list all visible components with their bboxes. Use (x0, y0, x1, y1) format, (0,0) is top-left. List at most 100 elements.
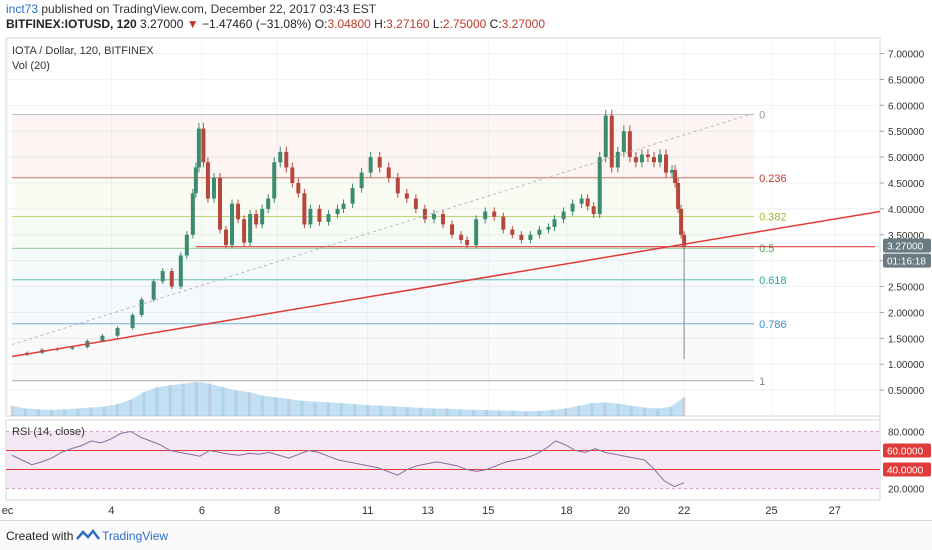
candle-body (302, 193, 307, 225)
fib-level-label: 0.382 (759, 212, 787, 224)
price-tick-label: 1.50000 (888, 334, 925, 345)
price-tick-label: 7.00000 (888, 50, 925, 61)
symbol-label: BITFINEX:IOTUSD, 120 (6, 17, 137, 31)
publisher-name[interactable]: inct73 (6, 2, 39, 16)
candle-body (278, 151, 283, 163)
fib-level-label: 0.786 (759, 319, 787, 331)
candle-body (368, 157, 373, 173)
candle-body (404, 193, 409, 199)
time-tick-label: 4 (108, 505, 114, 517)
fib-level-label: 0.618 (759, 275, 787, 287)
open-value: 3.04800 (327, 17, 371, 31)
candle-body (201, 128, 206, 163)
candle-body (169, 271, 174, 287)
time-tick-label: 8 (274, 505, 280, 517)
candle-body (579, 198, 584, 204)
fib-retracement[interactable]: 0 0.236 0.382 0.5 0.618 0.786 1 (12, 110, 787, 388)
fib-zone (12, 177, 755, 217)
tradingview-logo-icon (76, 528, 100, 540)
price-change: −1.47460 (−31.08%) (202, 17, 312, 31)
dotted-trendline (11, 114, 750, 345)
candle-body (603, 115, 608, 158)
candle-body (413, 198, 418, 209)
rsi-tick-label: 20.0000 (888, 485, 925, 496)
candle-body (552, 219, 557, 227)
candle-body (193, 167, 198, 194)
price-tick-label: 4.00000 (888, 205, 925, 216)
candle-body (492, 211, 497, 217)
fib-level-label: 0.236 (759, 173, 787, 185)
tradingview-brand[interactable]: TradingView (102, 529, 169, 543)
close-value: 3.27000 (501, 17, 546, 31)
time-tick-label: 11 (362, 505, 373, 517)
candle-body (422, 208, 427, 220)
rsi-tick-label: 80.0000 (888, 428, 925, 439)
last-price-tag-text: 3.27000 (887, 242, 924, 253)
rsi-band (6, 431, 880, 489)
time-tick-label: 13 (422, 505, 434, 517)
candle-body (501, 216, 506, 230)
candle-body (615, 151, 620, 168)
candle-body (431, 214, 436, 220)
candle-body (441, 214, 445, 225)
candle-body (657, 154, 662, 163)
candle-body (682, 234, 687, 247)
candle-body (284, 151, 289, 168)
candle-body (664, 154, 669, 173)
candle-body (242, 219, 247, 243)
time-axis[interactable]: ec 4 6 8 11 13 15 18 20 22 25 27 (2, 505, 841, 517)
candle-body (230, 203, 235, 246)
time-tick-label: 15 (482, 505, 494, 517)
price-tick-label: 5.50000 (888, 127, 925, 138)
time-tick-label: 6 (199, 505, 205, 517)
rsi-upper-tag (883, 443, 931, 458)
fib-zone (12, 323, 755, 381)
created-with-text: Created with (6, 529, 74, 543)
price-tick-label: 6.50000 (888, 75, 925, 86)
candle-body (260, 208, 265, 225)
candle-body (272, 162, 277, 199)
price-tick-label: 2.00000 (888, 308, 925, 319)
price-chart[interactable]: 0 0.236 0.382 0.5 0.618 0.786 1 7.00000 6.50000… (0, 36, 932, 520)
price-tick-label: 4.50000 (888, 179, 925, 190)
candle-body (450, 224, 455, 235)
fib-zone (12, 248, 755, 280)
candle-body (308, 208, 313, 225)
rsi-upper-tag-text: 60.0000 (887, 447, 924, 458)
rsi-label: RSI (14, close) (12, 426, 85, 438)
candle-body (395, 177, 400, 194)
fib-zone (12, 279, 755, 324)
candle-body (474, 219, 479, 246)
candle-body (670, 170, 675, 173)
candle-body (184, 234, 189, 256)
last-price: 3.27000 (140, 17, 184, 31)
candle-body (627, 131, 632, 158)
time-tick-label: 27 (829, 505, 841, 517)
candle-body (609, 115, 614, 168)
candle-body (537, 229, 542, 235)
candle-body (290, 167, 295, 183)
candle-body (673, 170, 678, 183)
fib-level-label: 0.5 (759, 243, 774, 255)
volume-ma-area (12, 381, 685, 416)
candle-body (254, 214, 259, 225)
price-axis[interactable]: 7.00000 6.50000 6.00000 5.50000 5.00000 4.500… (880, 50, 931, 496)
time-tick-label: 18 (560, 505, 572, 517)
candle-body (585, 198, 590, 207)
rsi-lower-tag-text: 40.0000 (887, 466, 924, 477)
candle-body (459, 234, 464, 240)
candle-body (130, 315, 135, 328)
candle-body (546, 227, 551, 230)
candle-body (70, 347, 75, 349)
time-tick-label: ec (2, 505, 14, 517)
candle-body (510, 229, 515, 235)
candle-body (570, 203, 575, 212)
rsi-line (11, 430, 685, 488)
candle-body (326, 214, 331, 222)
candle-body (217, 177, 222, 230)
candle-body (639, 154, 644, 163)
trend-lines[interactable] (11, 114, 881, 358)
candle-body (561, 211, 566, 220)
fib-zone (12, 114, 755, 178)
ascending-trendline (11, 210, 881, 358)
